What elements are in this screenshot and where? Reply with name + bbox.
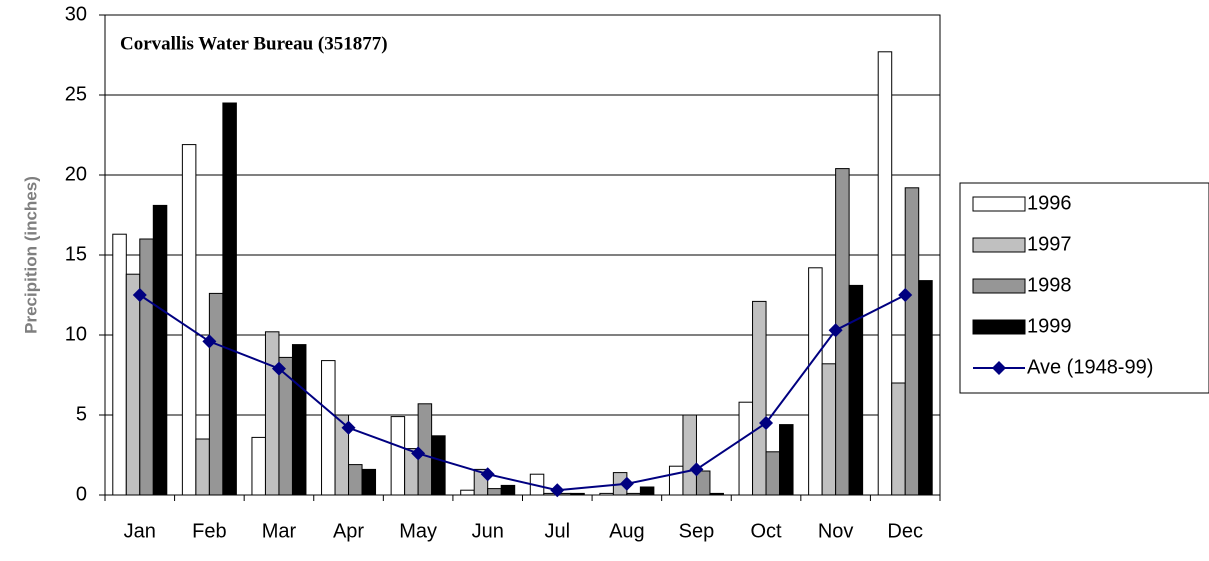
marker — [480, 467, 495, 482]
y-tick-label: 5 — [76, 403, 87, 425]
bar — [709, 492, 724, 496]
x-tick-label: Jan — [124, 520, 156, 542]
legend-swatch — [972, 278, 1026, 294]
marker — [271, 361, 286, 376]
bar — [222, 102, 237, 496]
x-tick-label: Nov — [818, 520, 854, 542]
marker — [828, 323, 843, 338]
bar — [431, 435, 446, 496]
marker — [341, 420, 356, 435]
bar — [152, 204, 168, 496]
bar — [208, 292, 224, 496]
bar — [112, 233, 127, 496]
legend-label: 1998 — [1027, 274, 1072, 296]
bar — [181, 144, 197, 496]
marker — [759, 416, 774, 430]
bar — [904, 187, 920, 496]
bar — [626, 492, 641, 496]
bar — [264, 331, 280, 496]
marker — [202, 334, 217, 349]
y-tick-label: 25 — [65, 83, 87, 105]
bar — [918, 280, 933, 496]
y-tick-label: 0 — [76, 483, 87, 505]
y-tick-label: 10 — [65, 323, 87, 345]
x-tick-label: Apr — [333, 520, 364, 542]
bar — [765, 451, 781, 496]
bar — [460, 489, 475, 496]
bar — [682, 414, 697, 496]
x-tick-label: Sep — [679, 520, 715, 542]
marker — [689, 462, 704, 477]
bar — [877, 51, 893, 496]
legend-swatch — [972, 196, 1026, 212]
x-tick-label: May — [399, 520, 437, 542]
y-tick-label: 20 — [65, 163, 87, 185]
x-tick-label: Oct — [750, 520, 782, 542]
bar — [570, 492, 585, 496]
marker — [132, 288, 147, 302]
x-tick-label: Jun — [472, 520, 504, 542]
bar — [808, 267, 823, 496]
bar — [334, 414, 350, 496]
chart-title: Corvallis Water Bureau (351877) — [120, 33, 388, 54]
legend-label: 1997 — [1027, 233, 1072, 255]
bar — [891, 382, 906, 496]
line — [139, 294, 906, 492]
bar — [695, 470, 711, 496]
bar — [195, 438, 210, 496]
bar — [321, 360, 336, 496]
y-tick-label: 15 — [65, 243, 87, 265]
legend-marker — [992, 361, 1006, 375]
x-tick-label: Mar — [262, 520, 297, 542]
legend-label: 1999 — [1027, 315, 1072, 337]
bar — [599, 492, 614, 496]
bar — [500, 484, 516, 496]
x-tick-label: Feb — [192, 520, 226, 542]
bar — [639, 486, 655, 496]
bar — [668, 465, 684, 496]
marker — [898, 288, 913, 302]
marker — [411, 446, 426, 461]
bar — [779, 424, 794, 496]
bar — [848, 284, 864, 496]
x-tick-label: Jul — [545, 520, 571, 542]
bar — [125, 273, 141, 496]
bar — [487, 488, 502, 496]
legend-label: 1996 — [1027, 192, 1072, 214]
bar — [390, 416, 406, 496]
legend-label: Ave (1948-99) — [1027, 356, 1153, 378]
bar — [738, 401, 754, 496]
bar — [348, 464, 363, 496]
bar — [139, 238, 154, 496]
legend-swatch — [972, 237, 1026, 253]
x-tick-label: Aug — [609, 520, 645, 542]
marker — [619, 476, 634, 491]
marker — [550, 483, 565, 498]
bar — [361, 468, 377, 496]
bar — [251, 436, 266, 496]
x-tick-label: Dec — [887, 520, 923, 542]
y-axis-label: Precipition (inches) — [21, 176, 40, 334]
bar — [821, 363, 837, 496]
y-tick-label: 30 — [65, 3, 87, 25]
bar — [752, 300, 767, 496]
bar — [291, 344, 307, 496]
legend-swatch — [972, 319, 1026, 335]
